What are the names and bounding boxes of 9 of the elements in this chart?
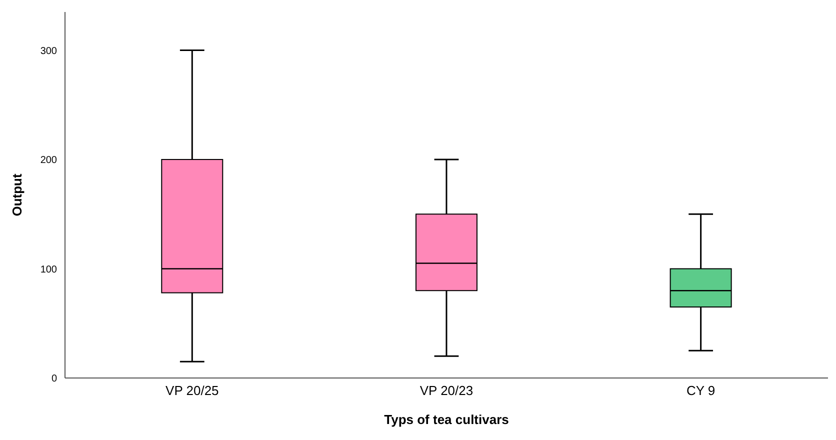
y-axis-title: Output	[10, 173, 25, 216]
y-tick-label: 300	[40, 46, 58, 57]
y-tick-label: 0	[51, 374, 58, 385]
x-tick-label: VP 20/25	[166, 383, 219, 398]
x-tick-label: VP 20/23	[420, 383, 474, 398]
y-tick-label: 100	[40, 264, 58, 276]
x-tick-label: CY 9	[686, 383, 716, 398]
y-tick-label: 200	[40, 155, 58, 166]
x-axis-title: Typs of tea cultivars	[384, 412, 509, 427]
